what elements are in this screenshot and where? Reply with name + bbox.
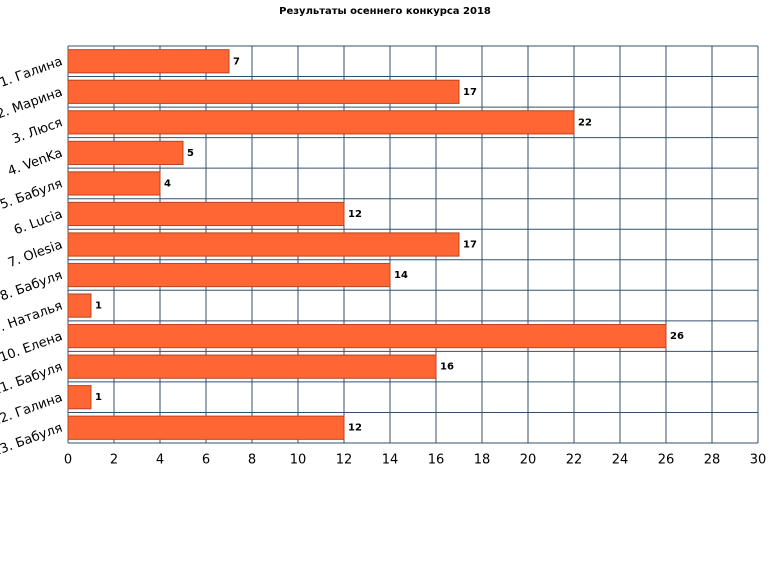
x-tick-label: 24 — [612, 453, 629, 468]
x-tick-label: 4 — [156, 453, 164, 468]
bar — [67, 79, 460, 104]
bar — [67, 262, 391, 288]
y-tick-label: 1. Галина — [0, 54, 65, 91]
bar — [67, 171, 161, 196]
value-label: 7 — [233, 56, 240, 67]
value-label: 12 — [348, 423, 362, 434]
x-tick-label: 16 — [428, 453, 445, 468]
value-label: 22 — [578, 117, 592, 128]
bar — [67, 110, 575, 135]
x-tick-label: 28 — [704, 453, 721, 468]
x-tick-label: 10 — [290, 453, 307, 468]
bar — [67, 324, 667, 349]
value-label: 4 — [164, 178, 171, 189]
value-label: 17 — [463, 240, 477, 251]
y-tick-label: 13. Бабуля — [0, 421, 65, 460]
bar — [67, 49, 230, 74]
bar — [67, 293, 92, 318]
x-tick-label: 6 — [202, 453, 210, 468]
x-tick-label: 18 — [474, 453, 491, 468]
x-tick-label: 14 — [382, 453, 399, 468]
x-tick-label: 8 — [248, 453, 256, 468]
value-label: 26 — [670, 331, 684, 342]
value-label: 5 — [187, 148, 194, 159]
value-label: 16 — [440, 362, 454, 373]
chart-title: Результаты осеннего конкурса 2018 — [279, 6, 491, 17]
x-tick-label: 2 — [110, 453, 118, 468]
x-tick-label: 0 — [64, 453, 72, 468]
value-label: 12 — [348, 209, 362, 220]
x-tick-label: 26 — [658, 453, 675, 468]
bar — [67, 415, 345, 440]
y-tick-label: 10. Елена — [0, 329, 65, 366]
bar — [67, 140, 184, 165]
y-tick-label: 8. Бабуля — [0, 268, 65, 304]
y-tick-label: 3. Люся — [10, 115, 64, 147]
y-tick-label: 6. Lucia — [12, 207, 65, 238]
value-label: 1 — [95, 301, 102, 312]
bar — [67, 354, 437, 379]
x-tick-label: 30 — [750, 453, 767, 468]
y-tick-label: 4. VenKa — [6, 146, 65, 180]
x-tick-label: 12 — [336, 453, 353, 468]
bar — [67, 201, 345, 227]
bar — [67, 232, 460, 257]
x-tick-label: 22 — [566, 453, 583, 468]
bar — [67, 385, 92, 410]
value-label: 14 — [394, 270, 408, 281]
value-label: 17 — [463, 87, 477, 98]
x-tick-label: 20 — [520, 453, 537, 468]
value-label: 1 — [95, 392, 102, 403]
y-tick-label: 7. Olesia — [6, 237, 64, 270]
y-tick-label: 5. Бабуля — [0, 176, 65, 212]
